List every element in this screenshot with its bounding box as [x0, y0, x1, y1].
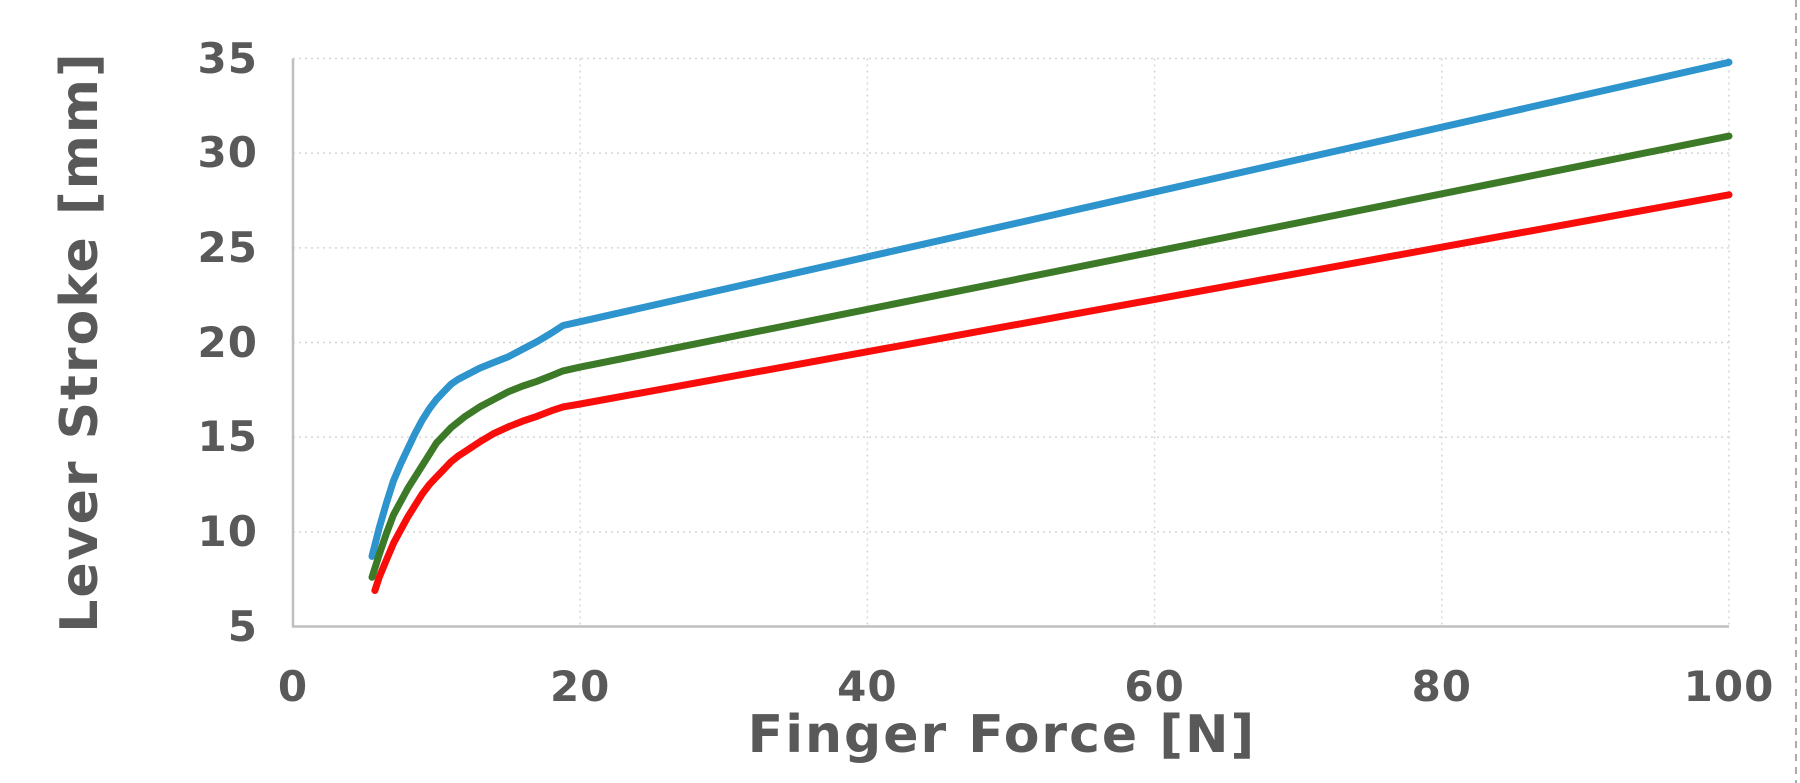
x-tick-label: 40: [837, 662, 898, 711]
x-tick-label: 20: [549, 662, 611, 711]
x-tick-label: 100: [1683, 662, 1775, 711]
y-tick-label: 25: [197, 222, 258, 272]
gridlines: [293, 57, 1730, 627]
y-tick-label: 35: [197, 33, 258, 83]
y-tick-label: 15: [197, 412, 258, 462]
y-axis-title: Lever Stroke [mm]: [50, 51, 110, 633]
y-tick-label: 5: [227, 601, 258, 651]
y-tick-label: 20: [197, 317, 258, 367]
x-tick-label: 60: [1124, 662, 1185, 711]
series-line-upper-curve-blue: [368, 58, 1733, 560]
series-lines: [368, 58, 1733, 594]
x-tick-label: 80: [1411, 662, 1473, 711]
x-tick-label: 0: [277, 662, 309, 711]
y-tick-label: 10: [197, 506, 258, 556]
series-line-middle-curve-green: [368, 132, 1733, 581]
y-tick-label: 30: [197, 128, 258, 178]
x-axis-title: Finger Force [N]: [747, 705, 1257, 765]
series-line-lower-curve-red: [371, 191, 1733, 594]
